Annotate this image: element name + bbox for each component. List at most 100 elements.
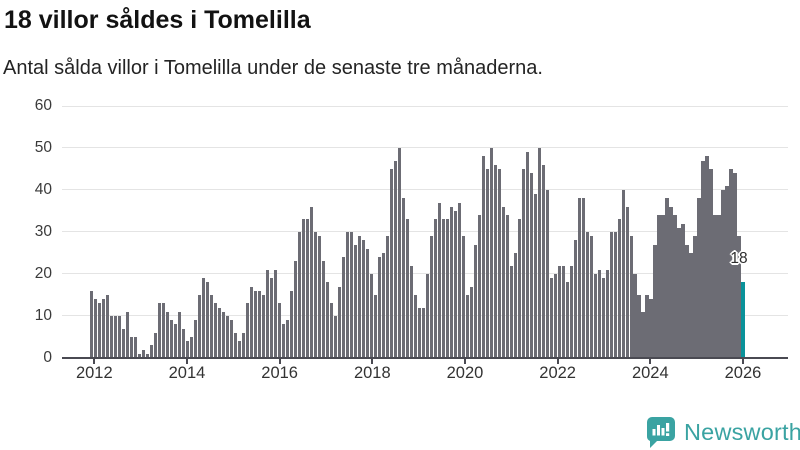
bar	[169, 320, 173, 358]
bar	[241, 332, 245, 358]
bar	[553, 274, 557, 358]
bar	[377, 257, 381, 358]
bar	[577, 198, 581, 358]
y-tick-label: 40	[34, 181, 52, 198]
x-tick	[463, 358, 466, 364]
bar	[237, 341, 241, 358]
bar	[601, 278, 605, 358]
bar	[141, 349, 145, 358]
bar	[525, 152, 529, 358]
bar	[513, 253, 517, 358]
bar	[713, 215, 717, 358]
bar	[181, 328, 185, 358]
bar	[729, 169, 733, 358]
bar	[633, 274, 637, 358]
plot-area: 18	[62, 106, 788, 359]
bar	[93, 299, 97, 358]
bar	[673, 215, 677, 358]
bar	[285, 320, 289, 358]
bar	[113, 316, 117, 358]
bar	[117, 316, 121, 358]
bar	[405, 219, 409, 358]
bar	[569, 265, 573, 358]
bar	[121, 328, 125, 358]
bar	[309, 206, 313, 358]
x-tick-label: 2016	[261, 364, 298, 382]
bar	[493, 164, 497, 358]
bar	[737, 236, 741, 358]
bar	[453, 211, 457, 358]
bar	[133, 337, 137, 358]
bar	[357, 236, 361, 358]
bar	[153, 332, 157, 358]
bar	[417, 307, 421, 358]
bar	[253, 290, 257, 358]
bar	[509, 265, 513, 358]
bar	[89, 290, 93, 358]
bar	[709, 169, 713, 358]
bar	[337, 286, 341, 358]
bar	[157, 303, 161, 358]
x-tick	[185, 358, 188, 364]
bar	[353, 244, 357, 358]
bar	[441, 219, 445, 358]
bar	[425, 274, 429, 358]
bar	[681, 223, 685, 358]
bar	[429, 236, 433, 358]
bar	[201, 278, 205, 358]
bar	[657, 215, 661, 358]
bar	[685, 244, 689, 358]
bar	[481, 156, 485, 358]
newsworthy-bar-chart-bubble-icon	[646, 417, 675, 448]
bar	[249, 286, 253, 358]
bar	[257, 290, 261, 358]
bar	[345, 232, 349, 358]
bar	[537, 148, 541, 358]
bar	[497, 169, 501, 358]
bar	[433, 219, 437, 358]
y-tick-label: 10	[34, 307, 52, 324]
bar	[185, 341, 189, 358]
bar	[265, 269, 269, 358]
bar	[305, 219, 309, 358]
highlight-value-label: 18	[730, 250, 748, 267]
bar	[137, 353, 141, 358]
bar	[101, 299, 105, 358]
bar	[173, 324, 177, 358]
bar	[213, 303, 217, 358]
gridline	[62, 315, 788, 316]
bar	[645, 295, 649, 358]
x-tick-label: 2014	[168, 364, 206, 382]
y-tick-label: 60	[34, 97, 52, 114]
chart-subtitle: Antal sålda villor i Tomelilla under de …	[3, 57, 543, 79]
x-tick-label: 2026	[724, 364, 762, 382]
bar	[209, 295, 213, 358]
x-axis-line	[62, 357, 788, 359]
bar	[189, 337, 193, 358]
bar	[473, 244, 477, 358]
bar	[561, 265, 565, 358]
bar	[621, 190, 625, 358]
bar	[277, 303, 281, 358]
bar	[289, 290, 293, 358]
x-tick	[371, 358, 374, 364]
bar	[469, 286, 473, 358]
bar	[397, 148, 401, 358]
bar	[293, 261, 297, 358]
gridline-top	[62, 106, 788, 107]
gridline	[62, 147, 788, 148]
bar	[557, 265, 561, 358]
bar	[617, 219, 621, 358]
bar	[233, 332, 237, 358]
bar	[297, 232, 301, 358]
page-title: 18 villor såldes i Tomelilla	[4, 6, 311, 34]
bar	[381, 253, 385, 358]
bar	[333, 316, 337, 358]
bar	[321, 261, 325, 358]
bar	[501, 206, 505, 358]
x-tick-label: 2012	[75, 364, 113, 382]
bar	[717, 215, 721, 358]
bar	[361, 240, 365, 358]
bar	[125, 311, 129, 358]
bar	[445, 219, 449, 358]
